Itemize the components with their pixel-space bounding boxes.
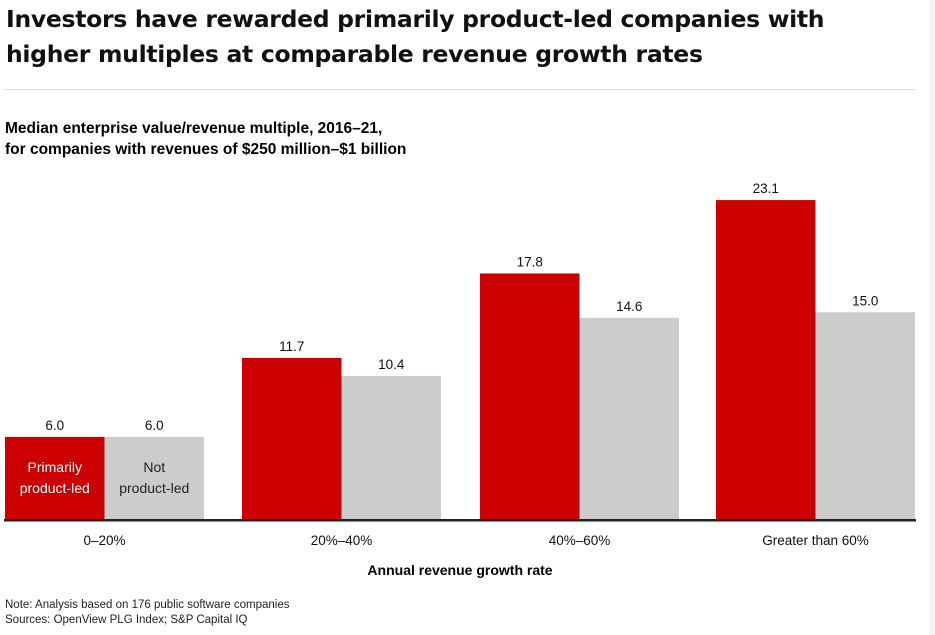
- x-axis-line: [4, 519, 916, 522]
- bar-product-led: [716, 200, 816, 520]
- data-label: 23.1: [753, 181, 779, 196]
- data-label: 6.0: [45, 418, 64, 433]
- chart-title-line1: Median enterprise value/revenue multiple…: [5, 120, 383, 137]
- x-tick-label: 0–20%: [83, 533, 125, 548]
- chart-subtitle: for companies with revenues of $250 mill…: [5, 141, 407, 158]
- headline: Investors have rewarded primarily produc…: [6, 5, 825, 68]
- legend-label: Not: [143, 459, 165, 475]
- data-label: 10.4: [378, 357, 405, 372]
- divider: [4, 89, 915, 90]
- legend-label: Primarily: [28, 459, 82, 475]
- data-label: 17.8: [517, 254, 543, 269]
- data-label: 15.0: [852, 293, 878, 308]
- bar-not-product-led: [341, 375, 441, 520]
- legend-label: product-led: [119, 480, 189, 496]
- bar-not-product-led: [104, 436, 204, 520]
- x-tick-label: 40%–60%: [549, 533, 611, 548]
- bar-not-product-led: [815, 312, 915, 520]
- footnote: Note: Analysis based on 176 public softw…: [5, 598, 289, 627]
- sources-text: Sources: OpenView PLG Index; S&P Capital…: [5, 613, 248, 626]
- bar-product-led: [242, 357, 342, 520]
- bar-product-led: [480, 273, 580, 520]
- data-label: 11.7: [279, 339, 304, 354]
- x-tick-label: 20%–40%: [311, 533, 373, 548]
- data-label: 14.6: [616, 299, 642, 314]
- x-tick-label: Greater than 60%: [762, 533, 869, 548]
- x-axis-title: Annual revenue growth rate: [367, 562, 552, 578]
- chart-title: Median enterprise value/revenue multiple…: [5, 118, 406, 160]
- bar-not-product-led: [579, 317, 679, 520]
- legend-label: product-led: [20, 480, 90, 496]
- bar-product-led: [5, 436, 105, 520]
- note-text: Note: Analysis based on 176 public softw…: [5, 599, 290, 611]
- page-edge: [929, 0, 935, 635]
- data-label: 6.0: [145, 418, 164, 433]
